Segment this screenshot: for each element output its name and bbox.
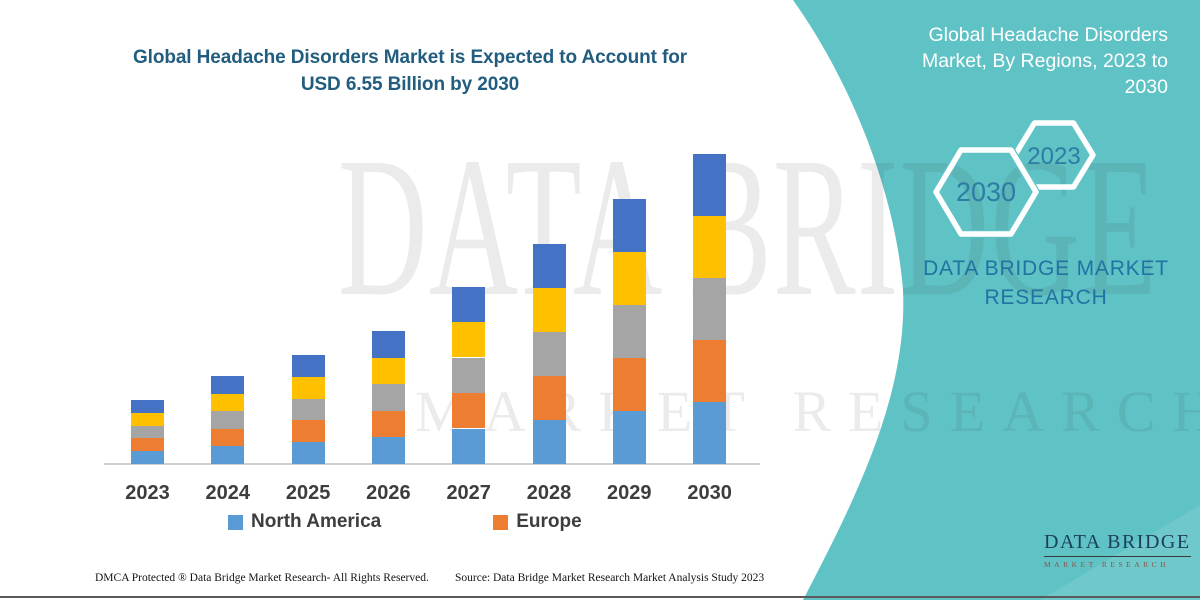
- bar-segment-north-america-2030: [693, 402, 727, 464]
- bar-segment-unlabeled-dark-blue-2023: [131, 400, 164, 413]
- bar-segment-unlabeled-yellow-2026: [371, 357, 405, 385]
- bar-segment-unlabeled-yellow-2030: [693, 216, 727, 278]
- bar-segment-north-america-2028: [532, 419, 566, 464]
- bar-segment-unlabeled-yellow-2023: [131, 412, 164, 426]
- bottom-border-line: [0, 596, 1200, 598]
- hexagon-2030-outline-white: [933, 147, 1039, 237]
- bar-segment-unlabeled-dark-blue-2026: [371, 331, 405, 358]
- bar-segment-europe-2023: [131, 438, 164, 452]
- legend-item-north-america: North America: [228, 511, 381, 533]
- bar-segment-unlabeled-gray-2024: [211, 411, 245, 429]
- bar-segment-north-america-2023: [131, 451, 164, 464]
- x-axis-line: [104, 463, 760, 465]
- bar-segment-north-america-2024: [211, 446, 245, 464]
- legend-item-europe: Europe: [493, 511, 582, 533]
- x-axis-label-2026: 2026: [366, 482, 411, 504]
- bar-segment-unlabeled-gray-2025: [291, 398, 325, 421]
- x-axis-label-2024: 2024: [205, 482, 251, 504]
- legend: North America Europe: [228, 511, 582, 533]
- brand-name-text: DATA BRIDGE MARKET RESEARCH: [923, 257, 1169, 309]
- x-axis-label-2023: 2023: [125, 482, 170, 504]
- x-axis-label-2027: 2027: [446, 482, 491, 504]
- bar-segment-unlabeled-yellow-2024: [211, 393, 245, 412]
- chart-title-line2: USD 6.55 Billion by 2030: [300, 74, 520, 95]
- x-axis-label-2028: 2028: [526, 482, 572, 504]
- x-axis-label-2029: 2029: [607, 482, 652, 504]
- bar-segment-north-america-2025: [291, 442, 325, 464]
- bar-segment-europe-2030: [693, 340, 727, 402]
- logo-title: DATA BRIDGE: [1044, 531, 1191, 557]
- legend-swatch-north-america: [228, 514, 243, 530]
- bar-segment-unlabeled-dark-blue-2024: [211, 376, 245, 394]
- bar-segment-unlabeled-dark-blue-2027: [452, 286, 486, 322]
- bar-segment-unlabeled-dark-blue-2025: [291, 355, 325, 377]
- company-logo-text: DATA BRIDGE MARKET RESEARCH: [1044, 531, 1191, 569]
- legend-label-north-america: North America: [251, 511, 382, 532]
- bar-segment-north-america-2029: [612, 410, 646, 464]
- teal-panel-light-corner: [1040, 505, 1200, 600]
- bar-segment-unlabeled-dark-blue-2029: [612, 198, 646, 252]
- bar-segment-europe-2026: [371, 410, 405, 438]
- bar-segment-unlabeled-dark-blue-2028: [532, 243, 566, 288]
- x-axis-label-2025: 2025: [285, 482, 331, 504]
- bar-segment-unlabeled-yellow-2029: [612, 251, 646, 305]
- side-panel-heading: Global Headache Disorders Market, By Reg…: [921, 24, 1168, 98]
- bar-segment-europe-2025: [291, 420, 325, 443]
- chart-title-line1: Global Headache Disorders Market is Expe…: [132, 47, 688, 68]
- bar-segment-north-america-2026: [371, 437, 405, 464]
- hexagon-2030-label: 2030: [955, 177, 1017, 207]
- bar-segment-unlabeled-gray-2030: [693, 278, 727, 340]
- bar-segment-unlabeled-gray-2026: [371, 384, 405, 411]
- x-axis-label-2030: 2030: [687, 482, 732, 504]
- bar-segment-unlabeled-dark-blue-2030: [693, 154, 727, 216]
- teal-side-panel: [793, 0, 1200, 600]
- bar-segment-europe-2027: [452, 393, 486, 429]
- bar-segment-unlabeled-yellow-2028: [532, 287, 566, 332]
- bar-segment-unlabeled-yellow-2027: [452, 322, 486, 358]
- bar-segment-unlabeled-gray-2023: [131, 425, 164, 439]
- source-note: Source: Data Bridge Market Research Mark…: [455, 572, 765, 584]
- legend-label-europe: Europe: [516, 511, 582, 532]
- bar-segment-europe-2024: [211, 428, 245, 447]
- bar-segment-europe-2028: [532, 375, 566, 420]
- bar-segment-unlabeled-gray-2028: [532, 331, 566, 376]
- bar-segment-north-america-2027: [452, 428, 486, 464]
- bar-segment-unlabeled-yellow-2025: [291, 376, 325, 399]
- bar-segment-unlabeled-gray-2029: [612, 304, 646, 358]
- logo-subtitle: MARKET RESEARCH: [1044, 560, 1170, 569]
- bar-segment-europe-2029: [612, 357, 646, 411]
- hexagon-2023-label: 2023: [1027, 143, 1081, 170]
- legend-swatch-europe: [493, 514, 509, 530]
- dmca-notice: DMCA Protected ® Data Bridge Market Rese…: [95, 572, 429, 584]
- bar-segment-unlabeled-gray-2027: [452, 357, 486, 393]
- chart-title: Global Headache Disorders Market is Expe…: [60, 44, 760, 98]
